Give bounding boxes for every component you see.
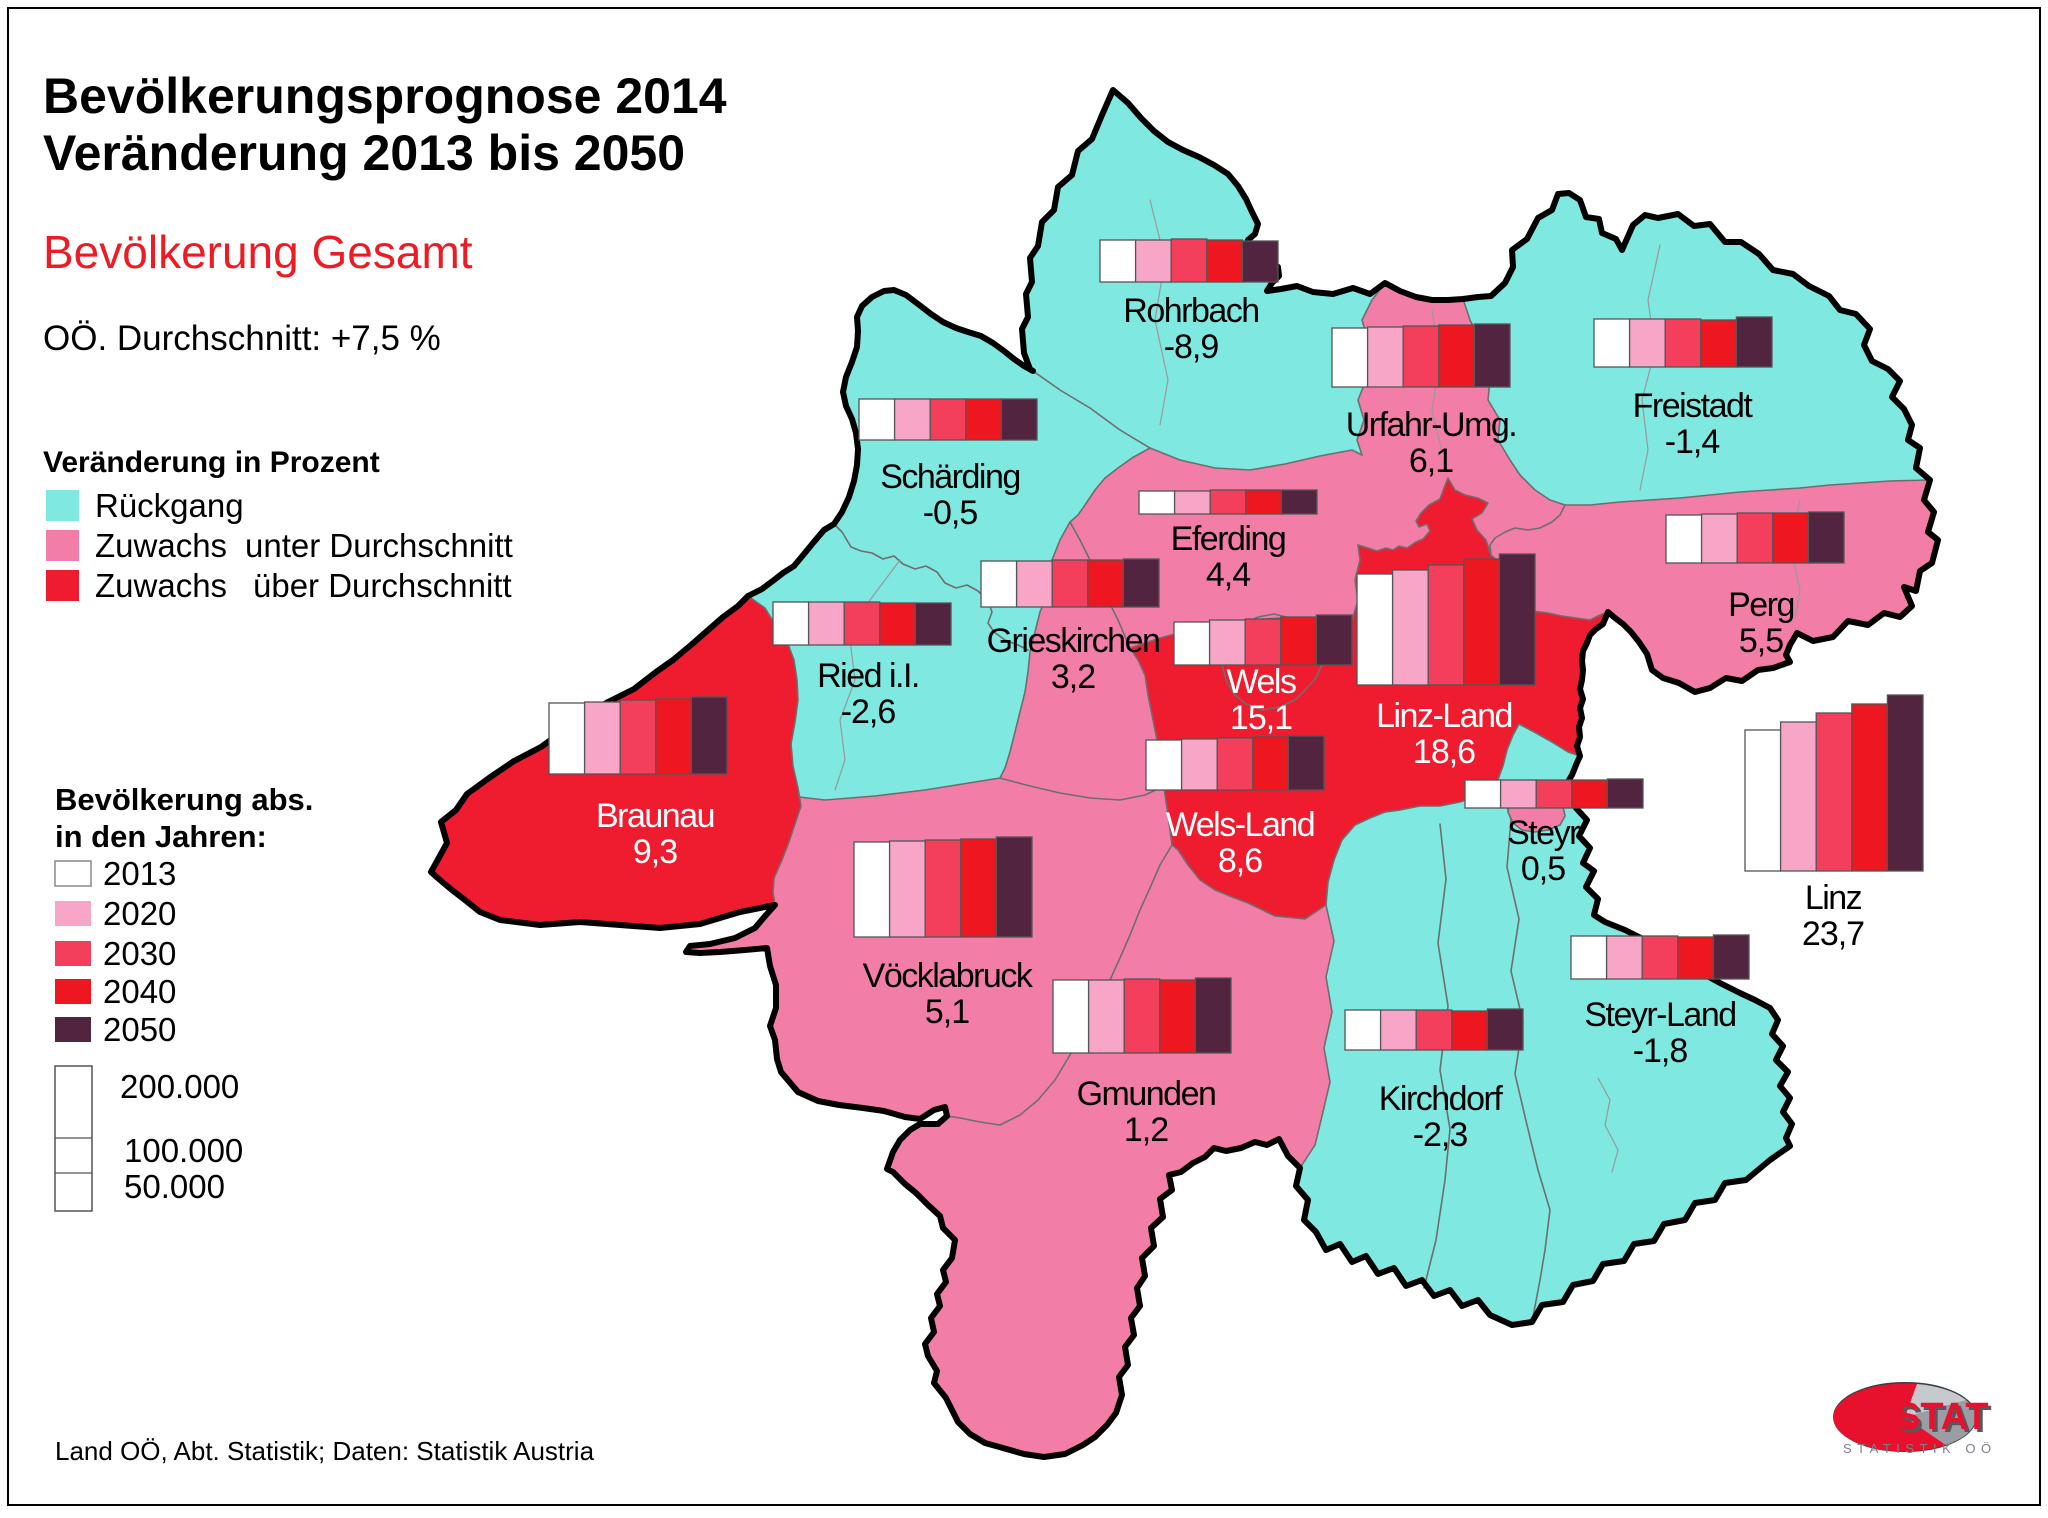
- svg-text:OÖ. Durchschnitt: +7,5 %: OÖ. Durchschnitt: +7,5 %: [43, 319, 441, 358]
- svg-text:0,5: 0,5: [1521, 850, 1565, 888]
- svg-text:STAT: STAT: [1898, 1399, 1992, 1441]
- svg-text:2050: 2050: [103, 1011, 176, 1048]
- svg-text:Freistadt: Freistadt: [1633, 387, 1754, 425]
- svg-text:-2,6: -2,6: [841, 693, 896, 731]
- svg-text:Rohrbach: Rohrbach: [1123, 292, 1258, 330]
- svg-text:STAT: STAT: [1895, 1396, 1989, 1438]
- svg-text:Eferding: Eferding: [1171, 520, 1286, 558]
- svg-text:Veränderung 2013 bis 2050: Veränderung 2013 bis 2050: [43, 125, 685, 181]
- svg-text:-2,3: -2,3: [1413, 1116, 1468, 1154]
- svg-text:2040: 2040: [103, 973, 176, 1010]
- svg-text:6,1: 6,1: [1409, 442, 1453, 480]
- svg-text:Urfahr-Umg.: Urfahr-Umg.: [1346, 406, 1517, 444]
- svg-text:4,4: 4,4: [1206, 556, 1250, 594]
- svg-text:-1,8: -1,8: [1633, 1032, 1688, 1070]
- svg-text:-1,4: -1,4: [1665, 423, 1720, 461]
- svg-text:Bevölkerung Gesamt: Bevölkerung Gesamt: [43, 226, 473, 278]
- svg-text:Schärding: Schärding: [880, 458, 1020, 496]
- svg-text:50.000: 50.000: [124, 1168, 225, 1205]
- svg-text:Perg: Perg: [1728, 586, 1794, 624]
- svg-text:Linz: Linz: [1805, 879, 1862, 917]
- svg-text:Grieskirchen: Grieskirchen: [987, 622, 1160, 660]
- svg-text:2013: 2013: [103, 855, 176, 892]
- svg-text:Steyr: Steyr: [1507, 814, 1580, 852]
- svg-text:1,2: 1,2: [1124, 1111, 1168, 1149]
- svg-text:100.000: 100.000: [124, 1132, 243, 1169]
- svg-text:Land OÖ, Abt. Statistik; Daten: Land OÖ, Abt. Statistik; Daten: Statisti…: [55, 1436, 595, 1466]
- svg-text:unter Durchschnitt: unter Durchschnitt: [245, 527, 513, 564]
- svg-text:18,6: 18,6: [1413, 733, 1475, 771]
- svg-text:Zuwachs: Zuwachs: [95, 567, 227, 604]
- svg-text:5,5: 5,5: [1739, 622, 1783, 660]
- svg-text:Vöcklabruck: Vöcklabruck: [863, 957, 1034, 995]
- svg-text:Wels: Wels: [1227, 663, 1296, 701]
- svg-text:Zuwachs: Zuwachs: [95, 527, 227, 564]
- svg-text:3,2: 3,2: [1051, 658, 1095, 696]
- svg-text:Kirchdorf: Kirchdorf: [1379, 1080, 1504, 1118]
- svg-text:15,1: 15,1: [1230, 699, 1292, 737]
- svg-text:über Durchschnitt: über Durchschnitt: [253, 567, 512, 604]
- svg-text:STATISTIK OÖ: STATISTIK OÖ: [1843, 1441, 1997, 1456]
- svg-text:23,7: 23,7: [1802, 915, 1864, 953]
- svg-text:-0,5: -0,5: [923, 494, 978, 532]
- svg-text:5,1: 5,1: [925, 993, 969, 1031]
- svg-text:Ried i.I.: Ried i.I.: [817, 657, 919, 695]
- svg-text:9,3: 9,3: [633, 833, 677, 871]
- svg-text:Steyr-Land: Steyr-Land: [1584, 996, 1735, 1034]
- svg-text:-8,9: -8,9: [1164, 328, 1219, 366]
- svg-text:200.000: 200.000: [120, 1068, 239, 1105]
- svg-text:Linz-Land: Linz-Land: [1376, 697, 1512, 735]
- svg-text:2030: 2030: [103, 935, 176, 972]
- svg-text:in den Jahren:: in den Jahren:: [55, 819, 267, 854]
- svg-text:Bevölkerung abs.: Bevölkerung abs.: [55, 782, 313, 817]
- svg-text:Veränderung in Prozent: Veränderung in Prozent: [43, 446, 380, 479]
- svg-text:2020: 2020: [103, 895, 176, 932]
- svg-text:8,6: 8,6: [1218, 842, 1262, 880]
- svg-text:Braunau: Braunau: [596, 797, 714, 835]
- svg-text:Bevölkerungsprognose 2014: Bevölkerungsprognose 2014: [43, 68, 727, 124]
- svg-text:Rückgang: Rückgang: [95, 487, 244, 524]
- svg-text:Wels-Land: Wels-Land: [1166, 806, 1314, 844]
- svg-text:Gmunden: Gmunden: [1077, 1075, 1216, 1113]
